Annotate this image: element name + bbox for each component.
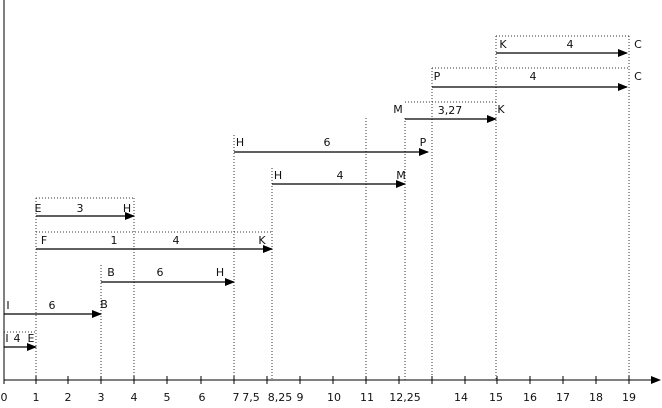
duration-label: 6 [49, 299, 56, 312]
duration-label: 4 [173, 234, 180, 247]
duration-label: 6 [324, 136, 331, 149]
axis-label: 19 [622, 391, 636, 404]
axis-label: 10 [327, 391, 341, 404]
axis-label: 16 [523, 391, 537, 404]
axis-label: 3 [98, 391, 105, 404]
duration-label: 4 [337, 169, 344, 182]
end-node: M [396, 169, 406, 182]
axis-label: 6 [199, 391, 206, 404]
axis-label: 1 [33, 391, 40, 404]
axis-label: 0 [1, 391, 8, 404]
start-node: H [236, 136, 244, 149]
axis-label: 5 [164, 391, 171, 404]
end-node: E [28, 332, 35, 345]
axis-label: 9 [297, 391, 304, 404]
end-node: P [420, 136, 427, 149]
duration-label: 1 [111, 234, 118, 247]
axis-label: 4 [131, 391, 138, 404]
start-node: B [107, 266, 115, 279]
axis-label: 18 [589, 391, 603, 404]
axis-label: 15 [489, 391, 503, 404]
duration-label: 4 [530, 70, 537, 83]
start-node: I [6, 299, 9, 312]
duration-label: 3 [77, 202, 84, 215]
start-node: P [434, 70, 441, 83]
end-node: H [123, 202, 131, 215]
axis-label: 8,25 [268, 391, 293, 404]
axis-label: 17 [556, 391, 570, 404]
start-node: F [41, 234, 47, 247]
start-node: K [499, 38, 507, 51]
axis-label: 2 [65, 391, 72, 404]
end-node: B [100, 298, 108, 311]
duration-label: 4 [567, 38, 574, 51]
end-node: K [258, 234, 266, 247]
guides [4, 35, 630, 380]
axis-label: 14 [454, 391, 468, 404]
axis-label: 12,25 [389, 391, 421, 404]
duration-label: 3,27 [438, 104, 463, 117]
start-node: M [393, 103, 403, 116]
start-node: I [5, 332, 8, 345]
duration-label: 4 [14, 332, 21, 345]
duration-label: 6 [157, 266, 164, 279]
axis-label: 11 [360, 391, 374, 404]
axis-label: 7,5 [242, 391, 260, 404]
start-node: H [274, 169, 282, 182]
start-node: E [35, 202, 42, 215]
axis-label: 7 [233, 391, 240, 404]
end-node: K [497, 103, 505, 116]
end-node: C [634, 70, 642, 83]
end-node: H [216, 266, 224, 279]
end-node: C [634, 38, 642, 51]
